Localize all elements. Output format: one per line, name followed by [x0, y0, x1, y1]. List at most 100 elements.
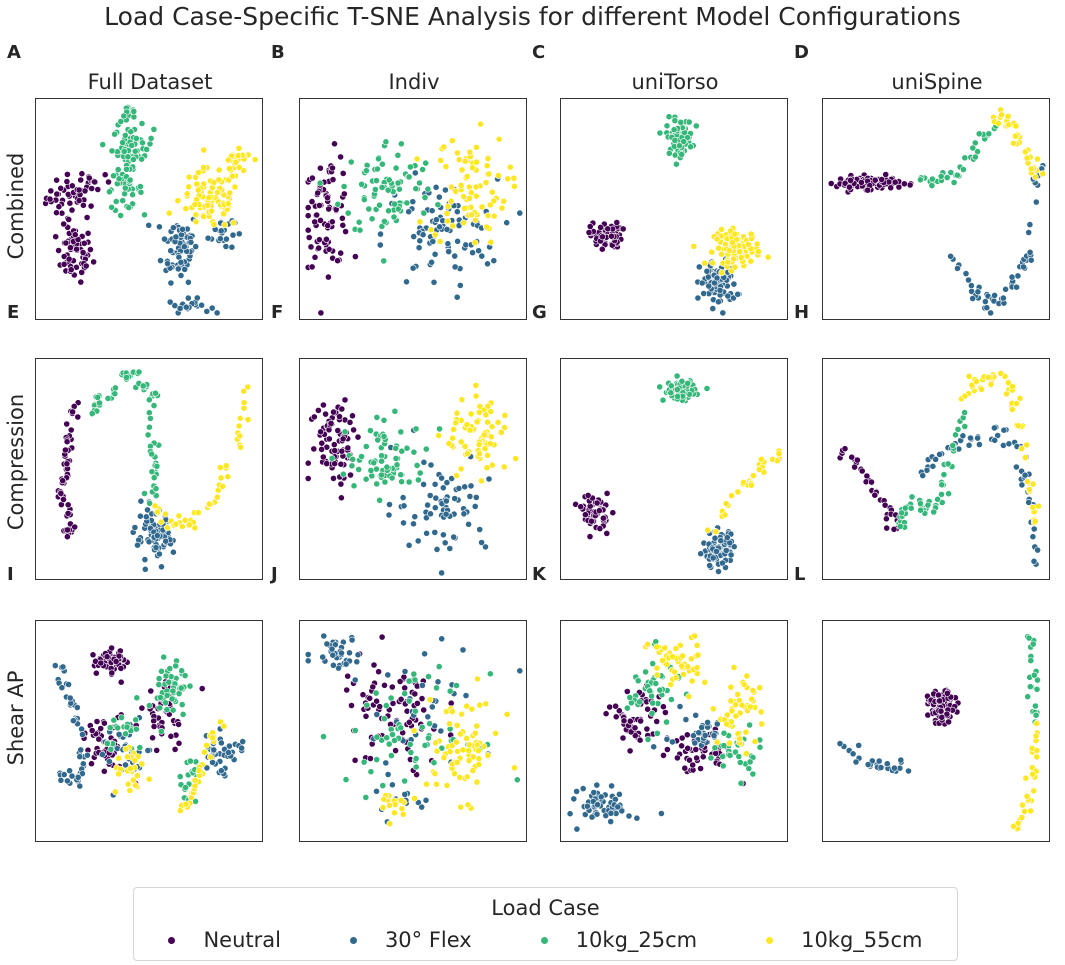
point-10kg-55cm — [474, 675, 481, 683]
point-10kg-25cm — [975, 130, 983, 138]
point-30-flex — [386, 501, 393, 508]
point-10kg-25cm — [393, 461, 401, 469]
point-30-flex — [451, 252, 459, 260]
point-10kg-55cm — [469, 767, 477, 774]
point-10kg-55cm — [416, 218, 424, 226]
point-10kg-55cm — [215, 166, 223, 174]
point-10kg-55cm — [718, 225, 725, 233]
scatter-panel-k — [560, 620, 788, 842]
scatter-plot-j — [304, 632, 524, 828]
point-30-flex — [439, 531, 447, 539]
point-30-flex — [432, 216, 440, 224]
point-10kg-25cm — [673, 372, 681, 380]
point-10kg-55cm — [483, 162, 491, 170]
point-10kg-25cm — [685, 118, 693, 126]
point-10kg-25cm — [424, 185, 432, 193]
legend-item-neutral: Neutral — [168, 928, 281, 952]
point-10kg-55cm — [194, 169, 202, 176]
point-30-flex — [225, 742, 233, 750]
point-10kg-25cm — [135, 368, 143, 376]
point-10kg-25cm — [646, 687, 654, 695]
point-10kg-55cm — [734, 488, 742, 496]
point-10kg-25cm — [157, 728, 165, 735]
point-10kg-55cm — [240, 399, 248, 407]
point-neutral — [890, 525, 898, 533]
point-10kg-55cm — [736, 248, 744, 256]
point-10kg-25cm — [131, 147, 139, 155]
point-neutral — [418, 695, 426, 702]
point-10kg-55cm — [210, 221, 218, 228]
point-10kg-55cm — [453, 149, 461, 157]
point-30-flex — [704, 719, 711, 726]
point-10kg-55cm — [482, 411, 490, 419]
point-30-flex — [450, 533, 458, 541]
point-10kg-55cm — [215, 176, 223, 184]
series-10kg-25cm — [656, 372, 711, 405]
point-10kg-55cm — [1029, 770, 1036, 778]
point-10kg-55cm — [732, 712, 740, 720]
point-10kg-55cm — [182, 800, 190, 808]
point-10kg-55cm — [744, 240, 752, 248]
point-10kg-25cm — [99, 141, 107, 148]
point-30-flex — [1026, 221, 1034, 228]
point-10kg-55cm — [436, 238, 444, 245]
point-neutral — [664, 746, 671, 753]
point-neutral — [88, 185, 96, 192]
point-neutral — [620, 717, 628, 725]
point-30-flex — [1005, 440, 1013, 448]
point-10kg-25cm — [430, 759, 438, 767]
point-30-flex — [616, 790, 623, 798]
point-neutral — [943, 710, 951, 718]
point-10kg-55cm — [775, 450, 783, 457]
panel-letter-f: F — [271, 302, 284, 323]
point-10kg-25cm — [419, 166, 426, 173]
point-30-flex — [153, 532, 161, 539]
point-30-flex — [411, 169, 419, 177]
point-30-flex — [167, 279, 175, 287]
point-30-flex — [329, 651, 337, 659]
point-neutral — [175, 721, 182, 728]
point-10kg-55cm — [112, 788, 119, 796]
point-10kg-25cm — [405, 677, 413, 685]
point-10kg-25cm — [129, 191, 136, 199]
point-10kg-25cm — [969, 144, 977, 152]
point-30-flex — [428, 703, 436, 711]
series-30-flex — [145, 215, 243, 317]
point-10kg-25cm — [162, 672, 170, 680]
point-neutral — [343, 686, 351, 694]
point-10kg-25cm — [663, 122, 671, 130]
point-10kg-55cm — [222, 462, 230, 470]
point-10kg-55cm — [1033, 720, 1040, 727]
point-neutral — [327, 420, 335, 427]
point-neutral — [108, 669, 116, 677]
point-30-flex — [328, 645, 336, 653]
point-10kg-55cm — [701, 259, 708, 267]
point-10kg-55cm — [130, 776, 137, 784]
point-10kg-25cm — [168, 695, 176, 703]
point-10kg-55cm — [1016, 394, 1024, 402]
point-10kg-25cm — [917, 506, 924, 514]
point-10kg-25cm — [118, 714, 125, 721]
point-30-flex — [435, 193, 443, 201]
point-10kg-25cm — [104, 395, 112, 402]
point-10kg-55cm — [478, 203, 486, 211]
point-10kg-55cm — [987, 381, 995, 388]
point-10kg-25cm — [944, 460, 952, 468]
point-10kg-25cm — [378, 184, 386, 191]
point-10kg-55cm — [163, 524, 171, 532]
point-10kg-55cm — [427, 226, 435, 234]
point-10kg-25cm — [156, 704, 164, 712]
point-neutral — [367, 755, 374, 762]
point-30-flex — [177, 272, 185, 279]
point-10kg-55cm — [472, 183, 480, 191]
point-10kg-25cm — [328, 455, 336, 462]
row-label-compression: Compression — [4, 393, 28, 531]
point-10kg-25cm — [380, 257, 388, 265]
point-30-flex — [192, 243, 200, 250]
point-neutral — [901, 180, 908, 188]
point-neutral — [845, 183, 853, 191]
point-10kg-55cm — [453, 409, 461, 417]
point-30-flex — [373, 787, 380, 795]
point-10kg-55cm — [463, 450, 471, 458]
point-30-flex — [180, 243, 188, 251]
